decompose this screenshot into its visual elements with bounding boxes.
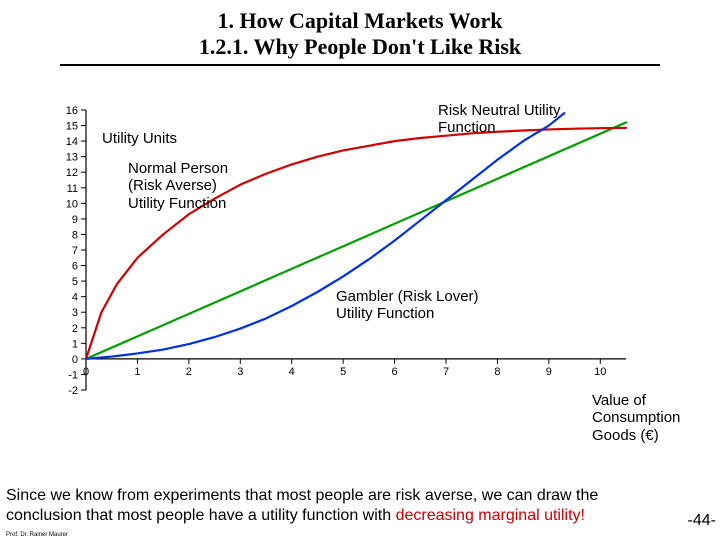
label-value-of-consumption: Value ofConsumptionGoods (€) <box>592 392 680 444</box>
svg-text:8: 8 <box>72 229 78 241</box>
label-risk-neutral: Risk Neutral UtilityFunction <box>438 102 561 137</box>
svg-text:8: 8 <box>494 366 500 378</box>
title-line-1: 1. How Capital Markets Work <box>0 8 720 34</box>
slide: 1. How Capital Markets Work 1.2.1. Why P… <box>0 0 720 540</box>
svg-text:-2: -2 <box>68 385 78 397</box>
svg-text:5: 5 <box>72 276 78 288</box>
svg-text:15: 15 <box>66 121 78 133</box>
label-utility-units: Utility Units <box>102 130 177 147</box>
svg-text:4: 4 <box>72 292 78 304</box>
svg-text:1: 1 <box>134 366 140 378</box>
summary-text: Since we know from experiments that most… <box>6 486 678 526</box>
svg-text:0: 0 <box>72 354 78 366</box>
svg-text:3: 3 <box>72 307 78 319</box>
label-normal-person: Normal Person(Risk Averse)Utility Functi… <box>128 160 228 212</box>
svg-text:7: 7 <box>72 245 78 257</box>
footer-author: Prof. Dr. Rainer Maurer <box>6 532 68 538</box>
svg-text:5: 5 <box>340 366 346 378</box>
svg-text:9: 9 <box>546 366 552 378</box>
label-gambler: Gambler (Risk Lover)Utility Function <box>336 288 479 323</box>
svg-text:14: 14 <box>66 136 78 148</box>
svg-text:1: 1 <box>72 338 78 350</box>
svg-text:6: 6 <box>392 366 398 378</box>
svg-text:2: 2 <box>72 323 78 335</box>
svg-text:6: 6 <box>72 261 78 273</box>
title-block: 1. How Capital Markets Work 1.2.1. Why P… <box>0 0 720 66</box>
page-number: -44- <box>688 512 716 530</box>
svg-text:12: 12 <box>66 167 78 179</box>
svg-text:3: 3 <box>237 366 243 378</box>
svg-text:-1: -1 <box>68 369 78 381</box>
svg-text:2: 2 <box>186 366 192 378</box>
summary-part2-red: decreasing marginal utility! <box>396 507 585 524</box>
svg-text:16: 16 <box>66 105 78 117</box>
svg-text:10: 10 <box>66 198 78 210</box>
svg-text:7: 7 <box>443 366 449 378</box>
svg-text:4: 4 <box>289 366 295 378</box>
svg-text:9: 9 <box>72 214 78 226</box>
svg-text:10: 10 <box>594 366 606 378</box>
svg-text:11: 11 <box>67 183 78 195</box>
title-underline <box>60 64 660 66</box>
svg-text:0: 0 <box>83 366 89 378</box>
title-line-2: 1.2.1. Why People Don't Like Risk <box>0 34 720 60</box>
svg-text:13: 13 <box>66 152 78 164</box>
